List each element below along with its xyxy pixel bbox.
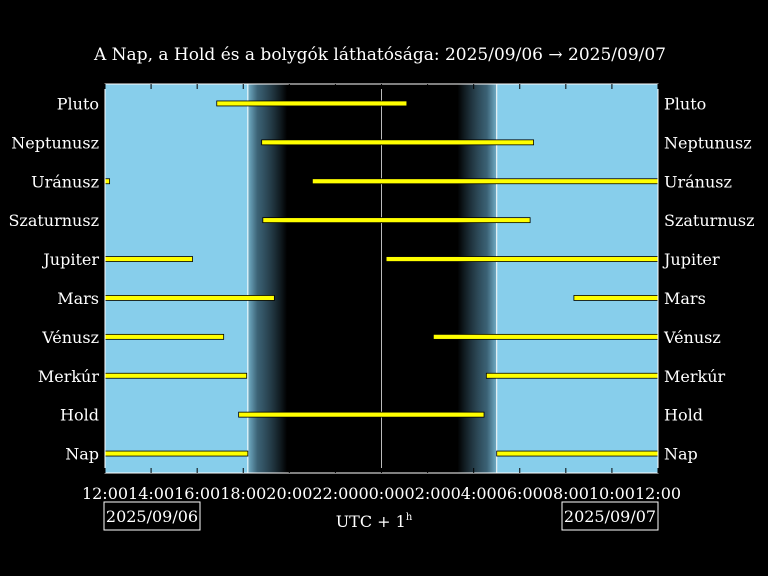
x-tick-label: 20:00: [266, 484, 312, 503]
bar-merkúr-1: [485, 372, 659, 379]
row-label-right: Merkúr: [664, 367, 726, 386]
bar-jupiter-1: [385, 256, 659, 262]
x-tick-label: 14:00: [128, 484, 174, 503]
row-label-left: Neptunusz: [11, 133, 99, 152]
labels-layer: 12:00 14:00 16:00 18:00 20:00 22:00 00:00 02:00…: [8, 94, 754, 503]
row-label-left: Merkúr: [38, 367, 100, 386]
bar-merkúr-0: [104, 372, 248, 379]
plot-background-layer: [105, 84, 658, 473]
bar-nap-0: [104, 450, 249, 457]
bar-szaturnusz-0: [262, 217, 531, 224]
bar-hold-0: [238, 411, 485, 418]
x-axis-label-superscript: h: [406, 512, 413, 523]
x-tick-label: 00:00: [358, 484, 404, 503]
x-tick-label: 22:00: [312, 484, 358, 503]
row-label-right: Pluto: [664, 94, 706, 113]
bar-jupiter-0: [104, 256, 193, 262]
row-label-left: Nap: [65, 445, 99, 464]
row-label-right: Mars: [664, 289, 706, 308]
chart-title: A Nap, a Hold és a bolygók láthatósága: …: [93, 45, 666, 65]
date-label-end: 2025/09/07: [564, 507, 656, 526]
bar-uránusz-0: [104, 178, 111, 185]
bar-uránusz-1: [311, 178, 659, 185]
evening-twilight-band: [247, 84, 288, 473]
date-label-start: 2025/09/06: [106, 507, 198, 526]
row-label-right: Neptunusz: [664, 133, 752, 152]
row-label-right: Szaturnusz: [664, 211, 755, 230]
bar-vénusz-1: [432, 333, 659, 340]
frame-layer: [104, 83, 659, 474]
row-label-left: Jupiter: [41, 250, 99, 269]
x-tick-label: 04:00: [451, 484, 497, 503]
bar-neptunusz-0: [261, 139, 534, 146]
x-tick-label: 12:00: [635, 484, 681, 503]
x-tick-label: 02:00: [405, 484, 451, 503]
svg-text:UTC + 1h: UTC + 1h: [336, 512, 413, 531]
night-region: [247, 84, 497, 473]
row-label-left: Vénusz: [41, 328, 99, 347]
x-axis-label: UTC + 1: [336, 512, 406, 531]
row-label-left: Mars: [57, 289, 99, 308]
row-label-right: Uránusz: [664, 172, 732, 191]
x-tick-label: 16:00: [174, 484, 220, 503]
row-label-left: Szaturnusz: [8, 211, 99, 230]
row-label-left: Pluto: [57, 94, 99, 113]
x-tick-label: 10:00: [589, 484, 635, 503]
bar-vénusz-0: [104, 333, 225, 340]
morning-twilight-band: [457, 84, 497, 473]
row-label-right: Vénusz: [663, 328, 721, 347]
bar-mars-1: [573, 295, 659, 301]
date-box-start: 2025/09/06: [103, 501, 201, 531]
x-tick-label: 08:00: [543, 484, 589, 503]
row-label-left: Uránusz: [31, 172, 99, 191]
date-box-end: 2025/09/07: [561, 501, 659, 531]
bar-mars-0: [104, 295, 275, 301]
x-tick-label: 12:00: [82, 484, 128, 503]
row-label-right: Jupiter: [662, 250, 720, 269]
x-tick-label: 18:00: [220, 484, 266, 503]
bar-pluto-0: [216, 100, 408, 107]
x-axis-title: UTC + 1h: [336, 512, 413, 531]
x-tick-label: 06:00: [497, 484, 543, 503]
row-label-right: Nap: [664, 445, 698, 464]
row-label-left: Hold: [60, 406, 99, 425]
bar-nap-1: [496, 450, 659, 457]
row-label-right: Hold: [664, 406, 703, 425]
